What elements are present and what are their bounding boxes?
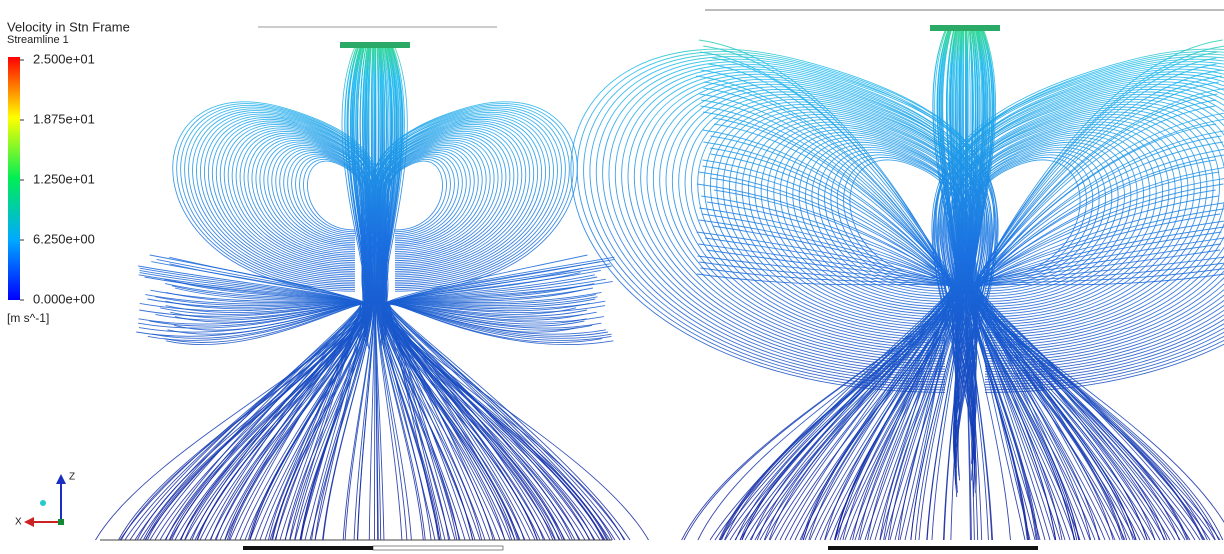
scale-bar [243,546,373,550]
colorbar-tick-label: 6.250e+00 [33,231,95,246]
right-panel [571,10,1224,540]
colorbar-tick-label: 1.250e+01 [33,171,95,186]
legend: Velocity in Stn Frame Streamline 1 [m s^… [7,19,130,325]
legend-title: Velocity in Stn Frame [7,19,130,34]
colorbar [8,57,20,300]
scale-bar [828,546,898,550]
colorbar-tick-label: 1.875e+01 [33,111,95,126]
x-label: X [15,517,22,528]
origin [58,519,64,525]
screenshot: Velocity in Stn Frame Streamline 1 [m s^… [0,0,1224,554]
z-label: Z [69,472,75,483]
view-dot [40,500,46,506]
streamline [969,106,1215,540]
scale-bar [373,546,503,550]
x-arrow-head [24,517,34,527]
axis-triad: Z X [15,472,75,528]
colorbar-tick-label: 0.000e+00 [33,291,95,306]
nozzle [340,42,410,48]
streamline [700,268,952,540]
z-arrow-head [56,474,66,484]
nozzle [930,25,1000,31]
left-panel [96,27,649,540]
page: Velocity in Stn Frame Streamline 1 [m s^… [0,0,1224,554]
legend-subtitle: Streamline 1 [7,34,69,46]
scale-bars [100,540,1038,550]
colorbar-tick-label: 2.500e+01 [33,51,95,66]
streamline [972,250,1220,540]
legend-unit: [m s^-1] [7,311,49,325]
scale-bar [898,546,1038,550]
